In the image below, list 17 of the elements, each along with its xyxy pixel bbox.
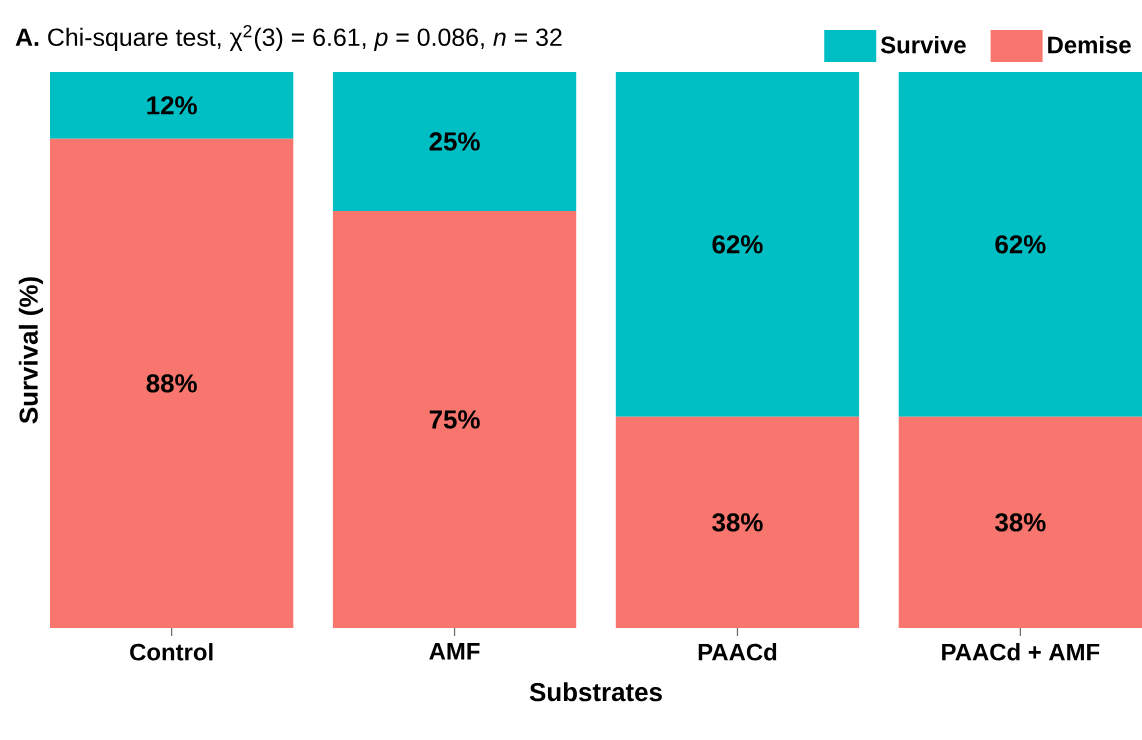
- x-axis-title: Substrates: [529, 682, 662, 702]
- x-tick-label: Control: [130, 643, 213, 661]
- legend-label: Survive: [880, 35, 966, 54]
- data-label: 88%: [146, 374, 197, 393]
- legend-label: Demise: [1048, 35, 1131, 54]
- chart-title: A. Chi-square test, χ$^{2}$(3) = 6.61, p = 0.086, n = 32: [15, 24, 562, 51]
- data-label: 62%: [995, 235, 1046, 254]
- data-label: 75%: [429, 410, 480, 429]
- data-label: 12%: [147, 96, 197, 115]
- x-tick-label: PAACd + AMF: [942, 643, 1100, 661]
- data-label: 25%: [429, 132, 480, 151]
- data-label: 62%: [712, 235, 763, 254]
- x-tick-label: PAACd: [698, 643, 777, 661]
- y-axis-title: Survival (%): [18, 277, 43, 424]
- x-tick-label: AMF: [429, 643, 480, 660]
- data-label: 38%: [995, 513, 1046, 532]
- data-label: 38%: [712, 513, 763, 532]
